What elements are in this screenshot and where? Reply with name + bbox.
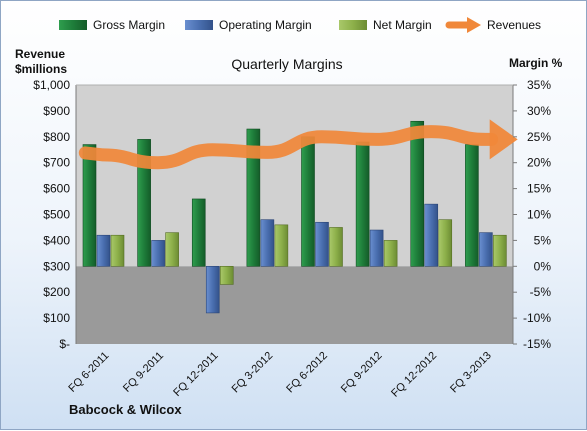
bar-gross-margin [465,144,479,267]
bar-operating-margin [479,232,493,267]
bar-gross-margin [246,128,261,267]
legend-swatch-net-margin [339,20,367,30]
bar-net-margin [219,265,234,285]
legend-item-revenues: Revenues [445,17,541,33]
legend-swatch-operating-margin [185,20,213,30]
chart-title: Quarterly Margins [231,56,342,72]
right-tick-label: 0% [534,259,552,273]
bar-gross-margin [355,141,370,267]
left-tick-label: $800 [43,130,70,144]
bar-operating-margin [151,240,165,267]
left-tick-label: $600 [43,182,70,196]
x-tick-label: FQ 12-2011 [171,350,220,399]
legend: Gross Margin Operating Margin Net Margin… [59,17,541,33]
bar-operating-margin [369,229,384,267]
legend-swatch-gross-margin [59,20,87,30]
right-tick-label: 10% [527,208,551,222]
bar-operating-margin [424,203,439,267]
x-tick-label: FQ 3-2013 [448,350,494,396]
legend-item-net-margin: Net Margin [339,18,432,32]
legend-arrow-icon [467,17,481,33]
left-tick-label: $300 [43,259,70,273]
plot-area-lower [76,266,513,344]
bar-operating-margin [205,265,220,314]
bar-operating-margin [315,221,329,267]
bar-net-margin [329,227,343,267]
right-tick-label: -5% [530,285,552,299]
bar-operating-margin [96,234,111,267]
right-axis-label: Margin % [509,56,563,70]
legend-label-revenues: Revenues [487,18,541,32]
left-axis-label-line1: Revenue [15,47,65,61]
bar-net-margin [493,234,507,267]
legend-label-operating-margin: Operating Margin [219,18,312,32]
x-tick-label: FQ 9-2011 [121,350,166,395]
bar-net-margin [110,234,125,267]
legend-item-operating-margin: Operating Margin [185,18,312,32]
bar-gross-margin [191,198,206,267]
bar-operating-margin [260,219,275,267]
right-tick-label: -15% [523,337,551,351]
right-tick-label: 35% [527,78,551,92]
x-tick-label: FQ 6-2011 [66,350,111,395]
bar-gross-margin [82,144,97,267]
bar-net-margin [274,224,289,267]
left-tick-label: $1,000 [33,78,70,92]
source-label: Babcock & Wilcox [69,402,182,417]
bar-gross-margin [137,139,151,267]
legend-label-net-margin: Net Margin [373,18,432,32]
x-tick-label: FQ 3-2012 [230,350,276,396]
legend-item-gross-margin: Gross Margin [59,18,165,32]
revenue-arrowhead [489,119,518,160]
bar-net-margin [438,219,453,267]
right-tick-label: 25% [527,130,551,144]
bar-net-margin [383,240,398,267]
right-tick-label: 5% [534,233,552,247]
left-tick-label: $500 [43,208,70,222]
left-tick-label: $100 [43,311,70,325]
x-tick-label: FQ 9-2012 [339,350,385,396]
right-tick-label: 20% [527,156,551,170]
bar-gross-margin [301,136,315,267]
left-axis-label-line2: $millions [15,62,67,76]
left-tick-label: $400 [43,233,70,247]
right-tick-label: 30% [527,104,551,118]
left-tick-label: $700 [43,156,70,170]
bar-gross-margin [410,120,425,267]
right-tick-label: 15% [527,182,551,196]
x-tick-label: FQ 6-2012 [284,350,330,396]
right-tick-label: -10% [523,311,551,325]
x-tick-label: FQ 12-2012 [389,350,439,400]
bar-net-margin [165,232,179,267]
legend-label-gross-margin: Gross Margin [93,18,165,32]
revenue-line [78,125,499,170]
left-tick-label: $- [59,337,70,351]
left-tick-label: $900 [43,104,70,118]
left-tick-label: $200 [43,285,70,299]
